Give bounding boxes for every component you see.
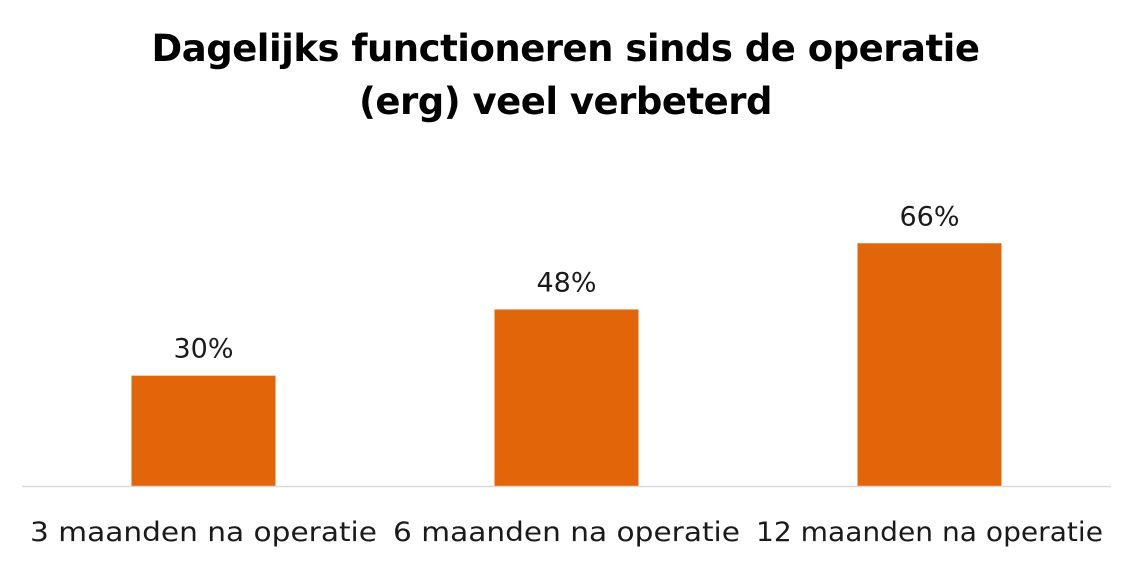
x-tick-label-1: 3 maanden na operatie: [30, 517, 377, 548]
chart-title: Dagelijks functioneren sinds de operatie…: [0, 22, 1131, 128]
data-label-1: 30%: [173, 334, 233, 365]
x-tick-label-2: 6 maanden na operatie: [393, 517, 740, 548]
bar-2: [494, 309, 639, 486]
bar-3: [857, 243, 1002, 486]
x-tick-label-3: 12 maanden na operatie: [756, 517, 1103, 548]
chart-title-line-2: (erg) veel verbeterd: [359, 80, 772, 123]
data-label-2: 48%: [536, 267, 596, 298]
bar-1: [131, 375, 276, 486]
chart-title-line-1: Dagelijks functioneren sinds de operatie: [151, 27, 980, 70]
data-label-3: 66%: [899, 201, 959, 232]
